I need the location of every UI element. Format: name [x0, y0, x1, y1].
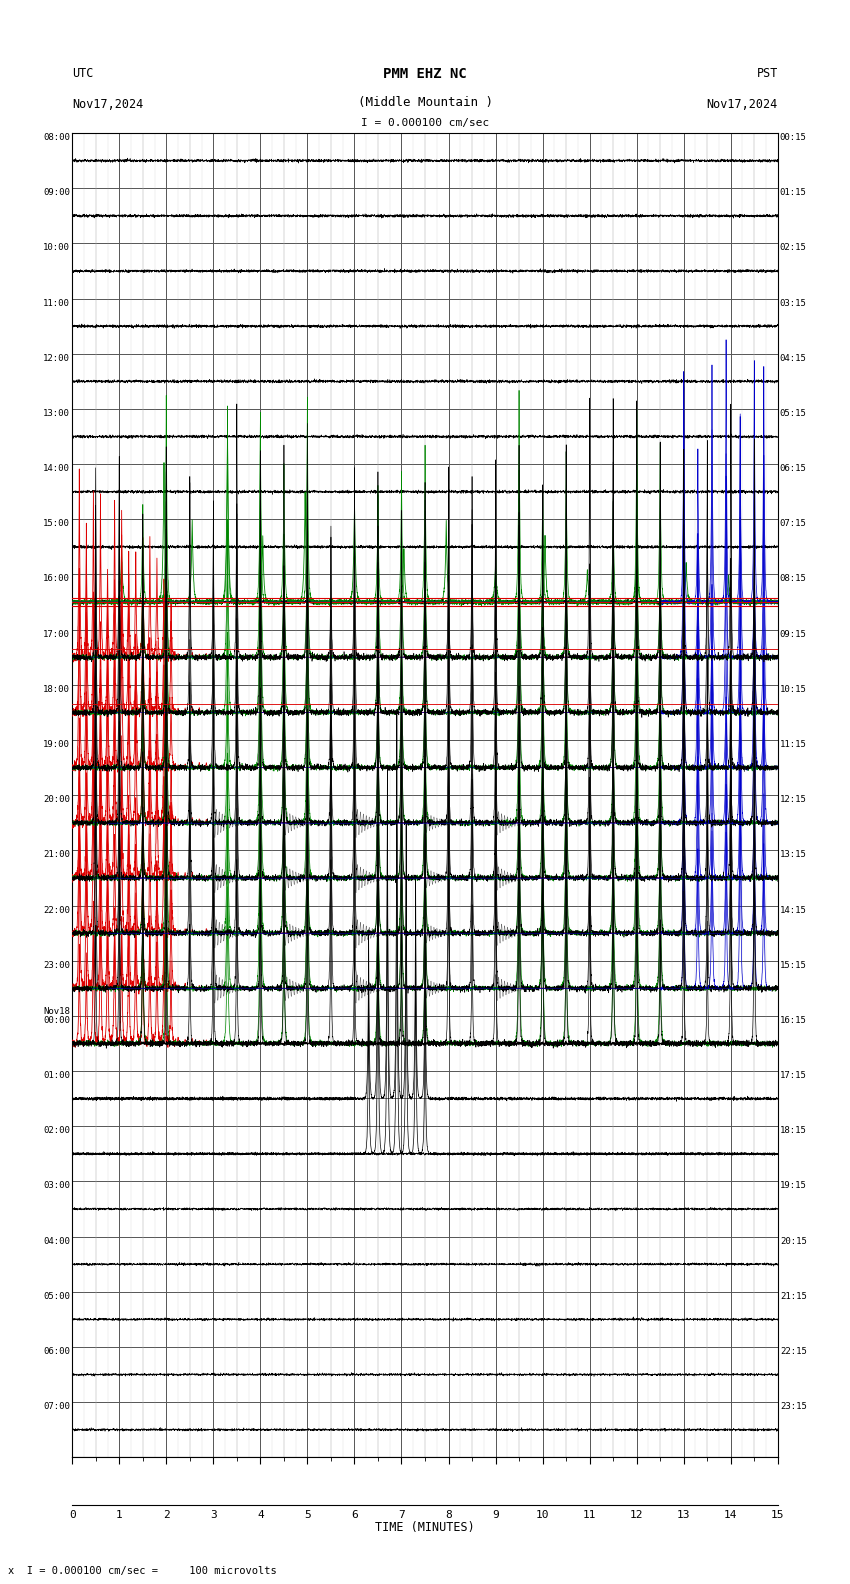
- Text: 15:00: 15:00: [43, 520, 71, 529]
- Text: 12:15: 12:15: [779, 795, 807, 805]
- Text: 10:15: 10:15: [779, 684, 807, 694]
- Text: Nov17,2024: Nov17,2024: [72, 98, 144, 111]
- Text: 03:15: 03:15: [779, 298, 807, 307]
- Text: 16:15: 16:15: [779, 1015, 807, 1025]
- Text: 06:00: 06:00: [43, 1346, 71, 1356]
- Text: 14:00: 14:00: [43, 464, 71, 474]
- Text: Nov17,2024: Nov17,2024: [706, 98, 778, 111]
- Text: 19:00: 19:00: [43, 740, 71, 749]
- X-axis label: TIME (MINUTES): TIME (MINUTES): [375, 1521, 475, 1533]
- Text: 05:00: 05:00: [43, 1293, 71, 1300]
- Text: 10:00: 10:00: [43, 244, 71, 252]
- Text: PST: PST: [756, 67, 778, 79]
- Text: 18:00: 18:00: [43, 684, 71, 694]
- Text: 20:15: 20:15: [779, 1237, 807, 1245]
- Text: (Middle Mountain ): (Middle Mountain ): [358, 97, 492, 109]
- Text: 23:00: 23:00: [43, 960, 71, 969]
- Text: 02:00: 02:00: [43, 1126, 71, 1136]
- Text: 03:00: 03:00: [43, 1182, 71, 1191]
- Text: 01:00: 01:00: [43, 1071, 71, 1080]
- Text: 19:15: 19:15: [779, 1182, 807, 1191]
- Text: 09:15: 09:15: [779, 629, 807, 638]
- Text: 17:15: 17:15: [779, 1071, 807, 1080]
- Text: 07:00: 07:00: [43, 1402, 71, 1411]
- Text: 02:15: 02:15: [779, 244, 807, 252]
- Text: 06:15: 06:15: [779, 464, 807, 474]
- Text: 04:00: 04:00: [43, 1237, 71, 1245]
- Text: 21:15: 21:15: [779, 1293, 807, 1300]
- Text: 00:15: 00:15: [779, 133, 807, 143]
- Text: 08:00: 08:00: [43, 133, 71, 143]
- Text: 13:15: 13:15: [779, 851, 807, 860]
- Text: 11:00: 11:00: [43, 298, 71, 307]
- Text: 23:15: 23:15: [779, 1402, 807, 1411]
- Text: 04:15: 04:15: [779, 353, 807, 363]
- Text: 07:15: 07:15: [779, 520, 807, 529]
- Text: x  I = 0.000100 cm/sec =     100 microvolts: x I = 0.000100 cm/sec = 100 microvolts: [8, 1567, 277, 1576]
- Text: 12:00: 12:00: [43, 353, 71, 363]
- Text: 21:00: 21:00: [43, 851, 71, 860]
- Text: 18:15: 18:15: [779, 1126, 807, 1136]
- Text: 22:15: 22:15: [779, 1346, 807, 1356]
- Text: UTC: UTC: [72, 67, 94, 79]
- Text: 11:15: 11:15: [779, 740, 807, 749]
- Text: 09:00: 09:00: [43, 188, 71, 198]
- Text: 20:00: 20:00: [43, 795, 71, 805]
- Text: 16:00: 16:00: [43, 575, 71, 583]
- Text: Nov18: Nov18: [43, 1007, 71, 1015]
- Text: 17:00: 17:00: [43, 629, 71, 638]
- Text: 00:00: 00:00: [43, 1015, 71, 1025]
- Text: 08:15: 08:15: [779, 575, 807, 583]
- Text: PMM EHZ NC: PMM EHZ NC: [383, 67, 467, 81]
- Text: 01:15: 01:15: [779, 188, 807, 198]
- Text: 22:00: 22:00: [43, 906, 71, 914]
- Text: 13:00: 13:00: [43, 409, 71, 418]
- Text: 14:15: 14:15: [779, 906, 807, 914]
- Text: 15:15: 15:15: [779, 960, 807, 969]
- Text: 05:15: 05:15: [779, 409, 807, 418]
- Text: I = 0.000100 cm/sec: I = 0.000100 cm/sec: [361, 117, 489, 128]
